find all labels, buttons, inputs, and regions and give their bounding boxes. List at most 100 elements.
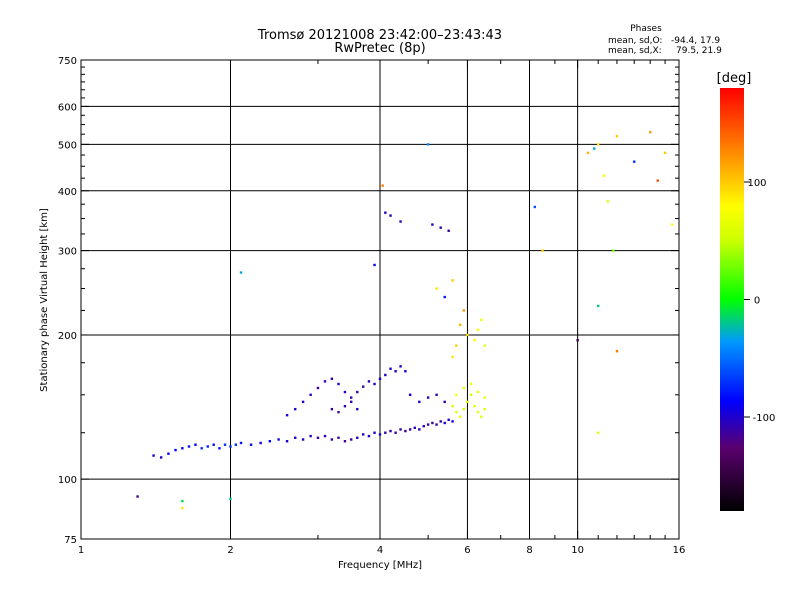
echo-point xyxy=(285,413,289,417)
echo-point xyxy=(404,429,407,433)
echo-point xyxy=(212,443,215,446)
echo-point xyxy=(167,452,170,455)
echo-point xyxy=(381,184,384,187)
echo-point xyxy=(462,309,466,312)
echo-point xyxy=(373,382,376,386)
echo-point xyxy=(648,131,652,134)
echo-point xyxy=(337,382,340,386)
echo-point xyxy=(413,426,416,430)
echo-point xyxy=(229,445,232,448)
y-axis-label: Stationary phase Virtual Height [km] xyxy=(39,208,50,392)
echo-point xyxy=(602,174,606,177)
echo-point xyxy=(483,344,486,347)
stats-x-label: mean, sd,X: xyxy=(608,46,662,56)
echo-point xyxy=(234,443,238,446)
echo-point xyxy=(615,349,619,353)
echo-point xyxy=(384,211,387,214)
echo-point xyxy=(249,443,253,446)
echo-point xyxy=(473,405,476,408)
echo-point xyxy=(633,160,636,163)
echo-point xyxy=(612,249,615,252)
grid-lines xyxy=(81,60,679,539)
echo-point xyxy=(408,393,412,397)
echo-point xyxy=(422,424,425,428)
echo-point xyxy=(330,438,334,441)
echo-point xyxy=(373,263,376,267)
echo-point xyxy=(439,226,442,229)
echo-point xyxy=(455,344,458,347)
colorbar-ticks: -100 0 100 xyxy=(744,178,775,424)
echo-point xyxy=(451,420,454,423)
echo-point xyxy=(476,328,480,332)
echo-point xyxy=(404,370,407,373)
echo-point xyxy=(239,271,243,274)
echo-point xyxy=(399,428,402,431)
echo-point xyxy=(367,380,371,383)
chart-title-line1: Tromsø 20121008 23:42:00–23:43:43 xyxy=(257,28,502,43)
echo-point xyxy=(483,396,486,399)
echo-point xyxy=(330,377,334,380)
echo-point xyxy=(399,220,402,223)
echo-point xyxy=(206,445,209,448)
echo-point xyxy=(656,179,659,182)
echo-point xyxy=(259,441,262,445)
echo-point xyxy=(229,497,232,500)
echo-point xyxy=(439,420,442,423)
echo-point xyxy=(343,405,347,408)
echo-point xyxy=(389,367,392,370)
echo-point xyxy=(394,431,397,434)
stats-o-value: -94.4, 17.9 xyxy=(671,36,720,46)
echo-point xyxy=(606,200,609,203)
echo-point xyxy=(476,410,480,414)
echo-point xyxy=(443,421,446,425)
echo-point xyxy=(316,386,320,390)
echo-point xyxy=(596,431,600,434)
echo-point xyxy=(596,143,600,146)
x-axis-label: Frequency [MHz] xyxy=(338,560,422,571)
echo-point xyxy=(435,287,438,290)
echo-point xyxy=(458,415,462,418)
echo-point xyxy=(389,429,392,433)
echo-point xyxy=(301,438,305,441)
echo-point xyxy=(394,370,397,373)
echo-point xyxy=(343,440,347,443)
echo-point xyxy=(378,377,382,380)
echo-point xyxy=(586,151,590,155)
echo-point xyxy=(330,407,334,411)
echo-point xyxy=(239,441,243,445)
x-tick-label: 6 xyxy=(464,545,470,556)
echo-point xyxy=(408,428,412,431)
x-tick-label: 10 xyxy=(571,545,584,556)
echo-point xyxy=(469,393,473,397)
echo-point xyxy=(277,438,280,441)
echo-point xyxy=(466,400,469,404)
x-tick-label: 2 xyxy=(227,545,233,556)
echo-point xyxy=(384,373,387,377)
echo-point xyxy=(343,390,347,394)
echo-point xyxy=(431,421,434,425)
echo-point xyxy=(435,393,438,397)
x-tick-label: 4 xyxy=(377,545,383,556)
echo-point xyxy=(431,223,434,226)
echo-point xyxy=(443,295,446,299)
chart-title-line2: RwPretec (8p) xyxy=(334,41,425,56)
colorbar-tick-label: -100 xyxy=(753,413,776,424)
echo-point xyxy=(384,431,387,434)
echo-point xyxy=(458,323,462,327)
echo-point xyxy=(268,440,272,443)
echo-point xyxy=(181,447,184,450)
echo-point xyxy=(480,318,483,322)
echo-point xyxy=(533,205,537,209)
echo-point xyxy=(469,382,473,386)
echo-point xyxy=(152,454,155,457)
echo-point xyxy=(480,415,483,418)
echo-point xyxy=(356,407,359,411)
y-tick-label: 300 xyxy=(58,247,77,258)
colorbar-label: [deg] xyxy=(717,71,752,86)
echo-point xyxy=(389,214,392,217)
colorbar xyxy=(720,88,744,511)
y-tick-label: 75 xyxy=(64,535,77,546)
echo-point xyxy=(367,434,371,438)
echo-point xyxy=(378,433,382,436)
